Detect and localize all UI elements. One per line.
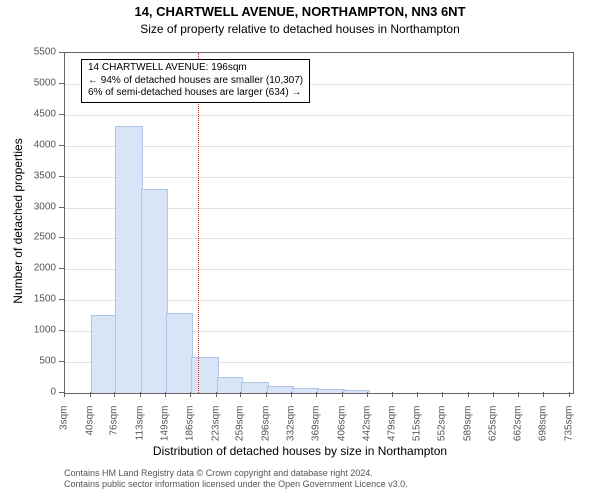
- x-tick-label: 149sqm: [159, 406, 170, 456]
- histogram-bar: [292, 388, 320, 393]
- y-tick-mark: [59, 207, 64, 208]
- x-tick-label: 735sqm: [563, 406, 574, 456]
- y-tick-label: 5000: [26, 77, 56, 88]
- x-tick-label: 698sqm: [538, 406, 549, 456]
- histogram-bar: [217, 377, 244, 393]
- x-tick-mark: [216, 392, 217, 397]
- histogram-bar: [166, 313, 194, 393]
- y-tick-mark: [59, 52, 64, 53]
- annotation-line-1: 14 CHARTWELL AVENUE: 196sqm: [88, 62, 303, 75]
- histogram-bar: [241, 382, 269, 393]
- x-tick-label: 76sqm: [109, 406, 120, 456]
- x-tick-label: 3sqm: [59, 406, 70, 456]
- y-tick-label: 4500: [26, 108, 56, 119]
- y-tick-mark: [59, 361, 64, 362]
- x-tick-label: 406sqm: [336, 406, 347, 456]
- y-tick-label: 3000: [26, 201, 56, 212]
- y-tick-mark: [59, 330, 64, 331]
- y-tick-label: 1500: [26, 294, 56, 305]
- x-tick-label: 40sqm: [84, 406, 95, 456]
- x-tick-mark: [493, 392, 494, 397]
- x-tick-label: 479sqm: [387, 406, 398, 456]
- x-tick-mark: [569, 392, 570, 397]
- y-tick-label: 0: [26, 387, 56, 398]
- histogram-bar: [91, 315, 118, 393]
- x-tick-mark: [367, 392, 368, 397]
- x-tick-mark: [165, 392, 166, 397]
- y-tick-label: 5500: [26, 47, 56, 58]
- y-axis-label: Number of detached properties: [11, 71, 25, 371]
- y-tick-label: 500: [26, 356, 56, 367]
- x-tick-mark: [417, 392, 418, 397]
- x-tick-label: 113sqm: [134, 406, 145, 456]
- x-tick-label: 369sqm: [311, 406, 322, 456]
- x-tick-mark: [442, 392, 443, 397]
- x-tick-label: 552sqm: [437, 406, 448, 456]
- x-tick-mark: [64, 392, 65, 397]
- x-tick-label: 589sqm: [462, 406, 473, 456]
- x-tick-label: 625sqm: [487, 406, 498, 456]
- x-tick-mark: [190, 392, 191, 397]
- y-tick-mark: [59, 237, 64, 238]
- x-tick-mark: [140, 392, 141, 397]
- footer-text: Contains HM Land Registry data © Crown c…: [64, 468, 408, 490]
- y-tick-mark: [59, 268, 64, 269]
- y-tick-mark: [59, 114, 64, 115]
- histogram-bar: [115, 126, 143, 393]
- y-tick-mark: [59, 145, 64, 146]
- plot-area: 14 CHARTWELL AVENUE: 196sqm← 94% of deta…: [64, 52, 574, 394]
- x-tick-mark: [114, 392, 115, 397]
- chart-title: 14, CHARTWELL AVENUE, NORTHAMPTON, NN3 6…: [0, 4, 600, 19]
- x-tick-label: 662sqm: [513, 406, 524, 456]
- y-tick-mark: [59, 299, 64, 300]
- x-tick-mark: [518, 392, 519, 397]
- x-tick-label: 515sqm: [411, 406, 422, 456]
- histogram-bar: [343, 390, 370, 393]
- x-tick-label: 223sqm: [210, 406, 221, 456]
- x-tick-mark: [543, 392, 544, 397]
- x-tick-label: 332sqm: [285, 406, 296, 456]
- footer-line-1: Contains HM Land Registry data © Crown c…: [64, 468, 408, 479]
- footer-line-2: Contains public sector information licen…: [64, 479, 408, 490]
- y-tick-label: 2500: [26, 232, 56, 243]
- x-tick-mark: [291, 392, 292, 397]
- x-tick-label: 186sqm: [185, 406, 196, 456]
- y-tick-mark: [59, 176, 64, 177]
- x-tick-mark: [266, 392, 267, 397]
- histogram-bar: [267, 386, 294, 393]
- histogram-bar: [317, 389, 345, 393]
- y-tick-label: 2000: [26, 263, 56, 274]
- x-tick-mark: [316, 392, 317, 397]
- x-tick-label: 442sqm: [361, 406, 372, 456]
- x-tick-mark: [392, 392, 393, 397]
- annotation-line-3: 6% of semi-detached houses are larger (6…: [88, 87, 303, 100]
- x-tick-mark: [240, 392, 241, 397]
- y-tick-label: 3500: [26, 170, 56, 181]
- chart-subtitle: Size of property relative to detached ho…: [0, 22, 600, 36]
- x-tick-mark: [342, 392, 343, 397]
- y-tick-label: 4000: [26, 139, 56, 150]
- histogram-bar: [141, 189, 168, 393]
- x-tick-label: 296sqm: [260, 406, 271, 456]
- y-tick-label: 1000: [26, 325, 56, 336]
- gridline: [65, 115, 573, 116]
- y-tick-mark: [59, 83, 64, 84]
- annotation-line-2: ← 94% of detached houses are smaller (10…: [88, 75, 303, 88]
- x-tick-mark: [90, 392, 91, 397]
- x-tick-label: 259sqm: [235, 406, 246, 456]
- annotation-box: 14 CHARTWELL AVENUE: 196sqm← 94% of deta…: [81, 59, 310, 103]
- reference-line: [198, 53, 199, 393]
- histogram-bar: [191, 357, 219, 393]
- x-tick-mark: [468, 392, 469, 397]
